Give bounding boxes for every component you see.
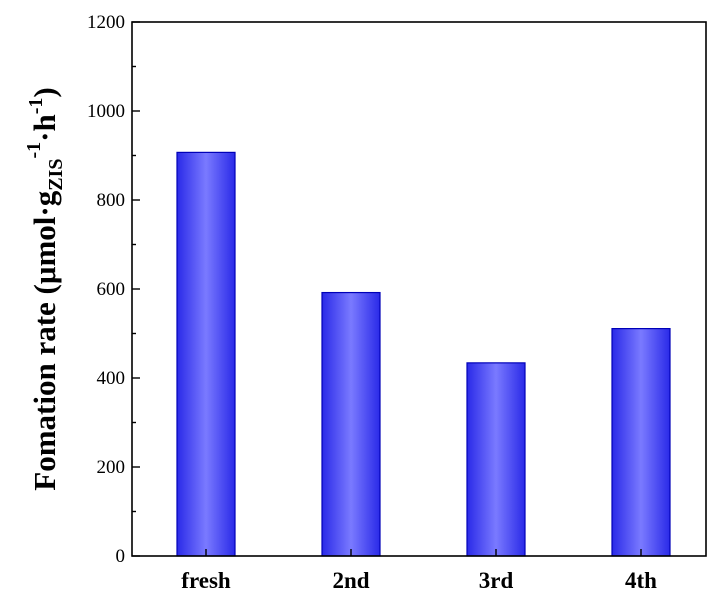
bar-fresh	[176, 151, 236, 557]
x-tick-label: 4th	[625, 568, 657, 593]
x-axis-labels: fresh 2nd 3rd 4th	[181, 549, 657, 593]
bars-group	[176, 151, 671, 557]
y-tick-label: 0	[116, 546, 126, 567]
y-tick-label: 400	[97, 368, 126, 389]
plot-frame	[131, 21, 707, 557]
y-tick-label: 1000	[87, 101, 125, 122]
x-tick-label: 3rd	[479, 568, 514, 593]
y-tick-label: 200	[97, 457, 126, 478]
y-tick-label: 600	[97, 279, 126, 300]
bar-3rd	[466, 362, 526, 557]
y-tick-label: 800	[97, 190, 126, 211]
y-axis-title: Fomation rate (μmol·gZIS-1·h-1)	[23, 87, 67, 490]
bar-2nd	[321, 291, 381, 557]
x-tick-label: fresh	[181, 568, 231, 593]
y-tick-label: 1200	[87, 12, 125, 33]
bar-4th	[611, 328, 671, 557]
x-tick-label: 2nd	[332, 568, 369, 593]
